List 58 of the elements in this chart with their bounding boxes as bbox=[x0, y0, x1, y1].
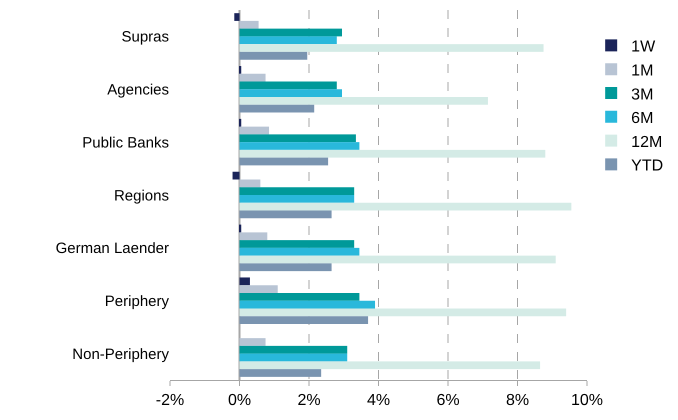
bar bbox=[234, 13, 240, 21]
bar bbox=[240, 28, 342, 36]
bar bbox=[240, 263, 332, 272]
x-tick-label: 0% bbox=[228, 392, 252, 410]
bar bbox=[240, 187, 354, 195]
bar bbox=[240, 126, 270, 134]
bar bbox=[240, 248, 360, 256]
legend-label: 6M bbox=[631, 110, 654, 128]
y-tick-label: Public Banks bbox=[82, 134, 169, 152]
bar bbox=[240, 36, 337, 44]
legend-label: YTD bbox=[631, 158, 664, 175]
y-tick-label: Non-Periphery bbox=[72, 346, 170, 363]
x-tick-label: 10% bbox=[570, 392, 604, 410]
legend-label: 1M bbox=[631, 62, 654, 80]
x-tick-label: 4% bbox=[366, 392, 390, 410]
bar bbox=[240, 44, 544, 52]
bar bbox=[240, 202, 572, 210]
x-tick-label: 6% bbox=[436, 392, 460, 410]
y-tick-label: Regions bbox=[114, 187, 169, 204]
x-tick-label: -2% bbox=[156, 392, 184, 410]
bar bbox=[240, 180, 260, 188]
bar bbox=[240, 369, 322, 377]
bar bbox=[240, 104, 314, 113]
y-tick-label: Supras bbox=[121, 28, 169, 46]
legend-label: 12M bbox=[631, 134, 662, 151]
bar bbox=[240, 97, 488, 105]
bar bbox=[240, 346, 348, 354]
bar bbox=[240, 240, 354, 248]
y-tick-label: Periphery bbox=[104, 292, 170, 310]
bar bbox=[240, 158, 328, 166]
bar bbox=[240, 256, 556, 264]
bar bbox=[240, 142, 360, 150]
bar bbox=[240, 89, 342, 98]
bar bbox=[240, 300, 376, 308]
bar bbox=[240, 150, 546, 158]
bar bbox=[240, 285, 278, 293]
legend-label: 3M bbox=[631, 86, 654, 104]
bar bbox=[240, 308, 566, 316]
bar bbox=[240, 292, 360, 301]
bar bbox=[240, 316, 368, 324]
bar bbox=[240, 361, 540, 370]
bar bbox=[240, 74, 266, 82]
bar bbox=[240, 20, 259, 29]
y-tick-label: Agencies bbox=[107, 82, 169, 99]
bar bbox=[240, 82, 337, 90]
x-tick-label: 2% bbox=[297, 392, 321, 410]
y-tick-label: German Laender bbox=[56, 240, 169, 258]
bar bbox=[240, 195, 354, 203]
bar bbox=[240, 210, 332, 218]
legend-label: 1W bbox=[631, 38, 656, 56]
bar bbox=[240, 52, 308, 60]
x-tick-label: 8% bbox=[506, 392, 530, 410]
bar bbox=[240, 338, 266, 346]
bar bbox=[240, 134, 356, 142]
bar bbox=[232, 172, 240, 180]
bar bbox=[240, 232, 268, 240]
bar bbox=[240, 354, 348, 362]
bar bbox=[240, 277, 250, 286]
